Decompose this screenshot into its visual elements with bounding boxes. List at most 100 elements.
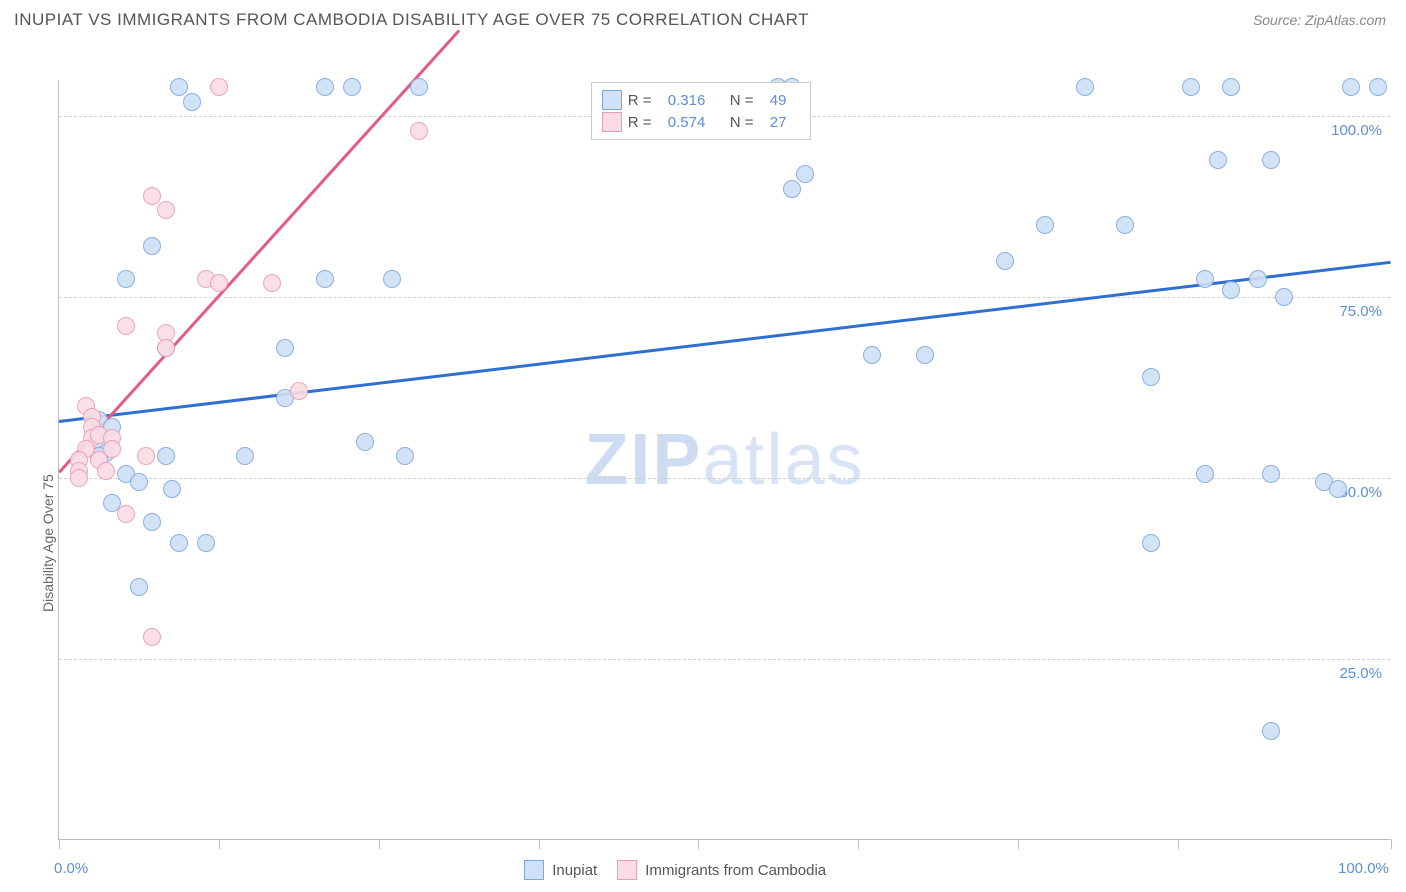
data-point (143, 628, 161, 646)
data-point (1142, 368, 1160, 386)
watermark: ZIPatlas (584, 419, 864, 501)
data-point (143, 513, 161, 531)
data-point (796, 165, 814, 183)
data-point (157, 447, 175, 465)
legend-swatch (602, 112, 622, 132)
data-point (70, 469, 88, 487)
x-tick (59, 839, 60, 849)
x-tick (1391, 839, 1392, 849)
data-point (143, 187, 161, 205)
data-point (316, 78, 334, 96)
y-tick-label: 75.0% (1339, 303, 1382, 320)
data-point (210, 274, 228, 292)
r-label: R = (628, 114, 662, 131)
data-point (170, 534, 188, 552)
data-point (383, 270, 401, 288)
y-tick-label: 100.0% (1331, 122, 1382, 139)
x-tick (1178, 839, 1179, 849)
n-label: N = (730, 114, 764, 131)
data-point (1262, 465, 1280, 483)
data-point (783, 180, 801, 198)
data-point (410, 122, 428, 140)
data-point (157, 339, 175, 357)
data-point (210, 78, 228, 96)
n-value: 27 (770, 114, 800, 131)
stats-legend-row: R =0.316N =49 (602, 89, 800, 111)
gridline (59, 478, 1390, 479)
r-value: 0.574 (668, 114, 724, 131)
x-tick (1018, 839, 1019, 849)
r-label: R = (628, 92, 662, 109)
watermark-rest: atlas (702, 420, 864, 500)
r-value: 0.316 (668, 92, 724, 109)
data-point (1275, 288, 1293, 306)
legend-label: Inupiat (552, 862, 597, 879)
x-tick (379, 839, 380, 849)
data-point (996, 252, 1014, 270)
data-point (916, 346, 934, 364)
data-point (1222, 78, 1240, 96)
data-point (1262, 722, 1280, 740)
data-point (163, 480, 181, 498)
data-point (1222, 281, 1240, 299)
gridline (59, 659, 1390, 660)
legend-swatch (524, 860, 544, 880)
data-point (117, 270, 135, 288)
data-point (1036, 216, 1054, 234)
data-point (396, 447, 414, 465)
x-axis-min-label: 0.0% (54, 860, 88, 877)
trend-line (59, 261, 1391, 423)
data-point (197, 534, 215, 552)
data-point (157, 201, 175, 219)
y-axis-label: Disability Age Over 75 (40, 474, 56, 612)
data-point (236, 447, 254, 465)
x-tick (858, 839, 859, 849)
data-point (130, 473, 148, 491)
data-point (97, 462, 115, 480)
x-axis-max-label: 100.0% (1338, 860, 1389, 877)
legend-item: Inupiat (524, 860, 597, 880)
legend-swatch (617, 860, 637, 880)
data-point (1116, 216, 1134, 234)
data-point (1249, 270, 1267, 288)
chart-title: INUPIAT VS IMMIGRANTS FROM CAMBODIA DISA… (14, 10, 809, 30)
data-point (1076, 78, 1094, 96)
x-tick (698, 839, 699, 849)
data-point (343, 78, 361, 96)
data-point (290, 382, 308, 400)
legend-item: Immigrants from Cambodia (617, 860, 826, 880)
x-tick (539, 839, 540, 849)
data-point (1196, 465, 1214, 483)
data-point (863, 346, 881, 364)
data-point (1342, 78, 1360, 96)
series-legend: Inupiat Immigrants from Cambodia (524, 860, 826, 880)
data-point (276, 339, 294, 357)
stats-legend: R =0.316N =49R =0.574N =27 (591, 82, 811, 140)
data-point (410, 78, 428, 96)
y-tick-label: 25.0% (1339, 665, 1382, 682)
data-point (356, 433, 374, 451)
trend-line (58, 30, 459, 473)
data-point (316, 270, 334, 288)
n-label: N = (730, 92, 764, 109)
legend-label: Immigrants from Cambodia (645, 862, 826, 879)
data-point (1329, 480, 1347, 498)
data-point (117, 505, 135, 523)
data-point (263, 274, 281, 292)
data-point (130, 578, 148, 596)
data-point (1262, 151, 1280, 169)
data-point (183, 93, 201, 111)
data-point (137, 447, 155, 465)
chart-header: INUPIAT VS IMMIGRANTS FROM CAMBODIA DISA… (0, 0, 1406, 36)
data-point (1209, 151, 1227, 169)
stats-legend-row: R = 0.574 N = 27 (602, 111, 800, 133)
chart-source: Source: ZipAtlas.com (1253, 12, 1386, 28)
data-point (1142, 534, 1160, 552)
gridline (59, 297, 1390, 298)
data-point (1369, 78, 1387, 96)
data-point (170, 78, 188, 96)
x-tick (219, 839, 220, 849)
data-point (1182, 78, 1200, 96)
data-point (143, 237, 161, 255)
data-point (1196, 270, 1214, 288)
